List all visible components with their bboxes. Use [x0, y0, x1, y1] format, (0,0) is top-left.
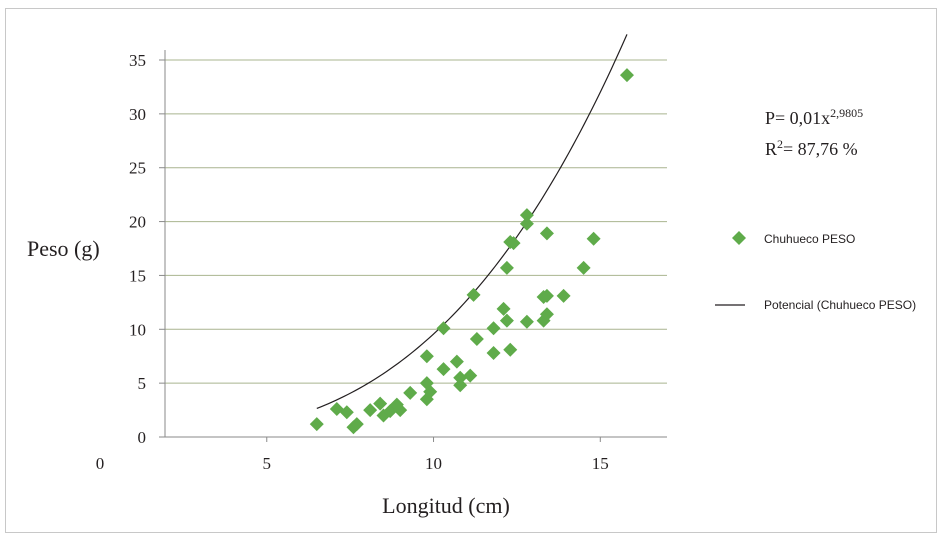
r2-value: = 87,76 %	[783, 139, 858, 159]
data-point-24	[486, 321, 501, 336]
legend-label-trend: Potencial (Chuhueco PESO)	[764, 298, 916, 312]
data-point-26	[496, 301, 511, 316]
grid-lines	[159, 59, 667, 438]
equation-text: P= 0,01x	[765, 108, 831, 128]
x-tick-label-10: 10	[425, 454, 442, 473]
data-point-32	[519, 208, 534, 223]
x-tick-labels: 0 5 10 15	[96, 437, 609, 473]
legend-marker-diamond	[732, 231, 746, 245]
data-point-0	[309, 417, 324, 432]
y-tick-label-10: 10	[129, 320, 146, 339]
data-point-31	[503, 342, 518, 357]
data-point-43	[619, 68, 634, 83]
r2-exponent: 2	[777, 137, 784, 151]
data-point-30	[506, 236, 521, 251]
data-point-23	[469, 331, 484, 346]
r2-line: R2= 87,76 %	[765, 131, 863, 162]
data-point-12	[419, 349, 434, 364]
y-tick-label-15: 15	[129, 266, 146, 285]
y-tick-label-0: 0	[138, 428, 147, 447]
y-axis-label: Peso (g)	[27, 236, 100, 261]
y-tick-label-35: 35	[129, 51, 146, 70]
data-point-16	[436, 321, 451, 336]
data-point-19	[453, 370, 468, 385]
data-point-10	[393, 403, 408, 418]
data-point-2	[339, 405, 354, 420]
data-point-39	[539, 226, 554, 241]
chart-frame	[5, 8, 937, 533]
data-point-27	[499, 313, 514, 328]
y-tick-labels: 0 5 10 15 20 25 30 35	[129, 51, 146, 447]
data-point-17	[436, 362, 451, 377]
equation-line: P= 0,01x2,9805	[765, 100, 863, 131]
x-tick-label-0: 0	[96, 454, 105, 473]
data-point-36	[539, 288, 554, 303]
x-tick-label-15: 15	[592, 454, 609, 473]
y-tick-label-20: 20	[129, 213, 146, 232]
equation-annotation: P= 0,01x2,9805 R2= 87,76 %	[765, 100, 863, 162]
data-point-22	[466, 287, 481, 302]
x-tick-label-5: 5	[263, 454, 272, 473]
data-point-33	[519, 216, 534, 231]
data-point-41	[576, 260, 591, 275]
data-point-34	[519, 314, 534, 329]
data-point-18	[449, 354, 464, 369]
legend: Chuhueco PESO Potencial (Chuhueco PESO)	[715, 231, 916, 312]
data-point-6	[373, 396, 388, 411]
data-point-28	[499, 260, 514, 275]
data-point-15	[423, 384, 438, 399]
axes	[164, 50, 667, 438]
data-point-5	[363, 403, 378, 418]
r2-text: R	[765, 139, 778, 159]
data-points	[309, 68, 634, 435]
data-point-21	[463, 368, 478, 383]
data-point-11	[403, 385, 418, 400]
data-point-25	[486, 345, 501, 360]
data-point-4	[349, 417, 364, 432]
legend-label-series: Chuhueco PESO	[764, 232, 855, 246]
data-point-42	[586, 231, 601, 246]
data-point-20	[453, 378, 468, 393]
y-tick-label-30: 30	[129, 105, 146, 124]
y-tick-label-5: 5	[138, 374, 147, 393]
data-point-40	[556, 288, 571, 303]
data-point-38	[539, 307, 554, 322]
x-axis-label: Longitud (cm)	[382, 493, 510, 518]
y-tick-label-25: 25	[129, 159, 146, 178]
equation-exponent: 2,9805	[830, 106, 864, 120]
